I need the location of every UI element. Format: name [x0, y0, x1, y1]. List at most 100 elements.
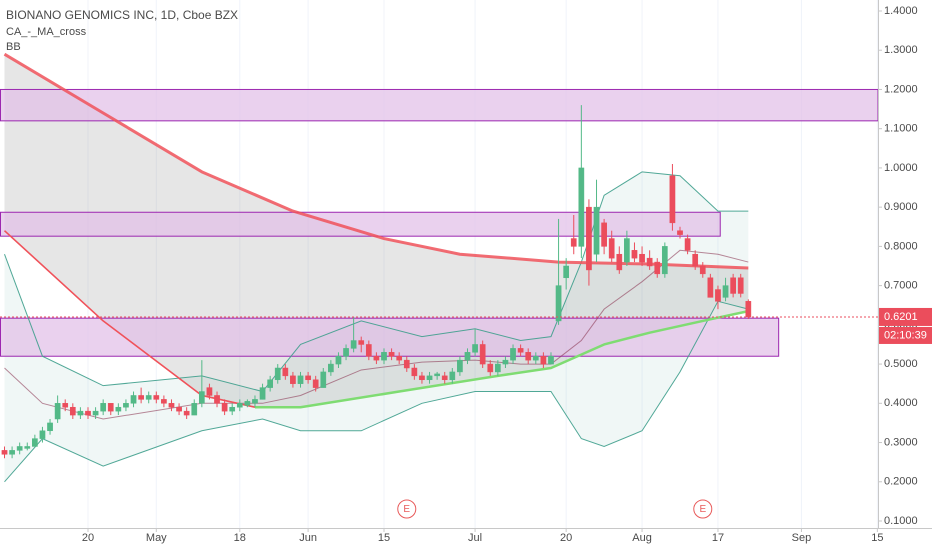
candle-body: [365, 344, 372, 357]
candle-body: [274, 367, 281, 381]
candle-body: [373, 355, 380, 361]
indicator-label: CA_-_MA_cross: [6, 26, 87, 38]
candle-body: [297, 375, 304, 384]
event-label: E: [699, 504, 706, 515]
last-price-label: 0.6201: [884, 311, 918, 323]
x-tick-label: 17: [712, 532, 724, 544]
candle-body: [669, 175, 676, 224]
candle-body: [100, 403, 107, 412]
candle-body: [176, 406, 182, 412]
zone: [0, 317, 780, 357]
candle-body: [487, 363, 494, 373]
y-tick-label: 0.4000: [884, 397, 918, 409]
chart-title: BIONANO GENOMICS INC, 1D, Cboe BZX: [6, 8, 238, 22]
x-tick-label: 15: [378, 532, 390, 544]
candle-body: [381, 352, 387, 361]
candle-body: [722, 285, 729, 298]
x-tick-label: 20: [560, 532, 572, 544]
candle-body: [290, 375, 296, 384]
y-tick-label: 1.3000: [884, 44, 918, 56]
candle-body: [624, 238, 630, 263]
candle-body: [601, 222, 607, 247]
y-tick-label: 0.1000: [884, 515, 918, 527]
candle-body: [1, 450, 8, 455]
candle-body: [388, 352, 395, 357]
candle-body: [563, 265, 570, 279]
candle-body: [730, 277, 736, 294]
candle-body: [419, 375, 425, 381]
candle-body: [9, 450, 15, 455]
candle-body: [502, 359, 509, 365]
candle-body: [206, 387, 213, 396]
candle-body: [123, 403, 129, 408]
candle-body: [578, 167, 585, 247]
candle-body: [191, 403, 198, 416]
y-tick-label: 0.3000: [884, 436, 918, 448]
candle-body: [54, 403, 61, 420]
countdown-label: 02:10:39: [884, 329, 927, 341]
candle-body: [343, 348, 349, 357]
y-tick-label: 1.4000: [884, 5, 918, 17]
candle-body: [252, 399, 258, 404]
x-tick-label: Sep: [792, 532, 812, 544]
candle-body: [267, 379, 273, 388]
candle-body: [464, 352, 471, 361]
x-tick-label: 20: [82, 532, 94, 544]
candle-body: [548, 355, 554, 365]
x-tick-label: May: [146, 532, 167, 544]
event-marker: [693, 499, 713, 519]
candle-body: [715, 289, 721, 302]
candle-body: [39, 430, 46, 439]
candle-body: [570, 238, 577, 247]
candle-body: [654, 261, 661, 275]
candle-body: [214, 395, 220, 404]
candle-body: [510, 348, 516, 361]
candle-body: [107, 403, 114, 412]
candle-body: [229, 406, 236, 412]
candle-body: [555, 285, 562, 322]
candle-body: [130, 395, 137, 404]
candle-body: [411, 367, 418, 377]
y-tick-label: 0.2000: [884, 476, 918, 488]
candle-body: [441, 375, 448, 381]
y-tick-label: 1.0000: [884, 162, 918, 174]
candle-body: [616, 253, 623, 271]
candle-body: [586, 206, 592, 271]
event-label: E: [403, 504, 410, 515]
candle-body: [16, 446, 23, 451]
event-marker: [397, 499, 417, 519]
candle-body: [677, 230, 683, 235]
candle-body: [350, 340, 357, 349]
candle-body: [745, 301, 752, 318]
candle-body: [168, 403, 175, 408]
candle-body: [593, 206, 600, 255]
candle-body: [608, 238, 615, 259]
candle-body: [707, 277, 714, 298]
countdown-box: [879, 326, 932, 344]
candle-body: [639, 253, 645, 263]
candle-body: [145, 395, 152, 400]
candle-body: [47, 422, 53, 432]
candle-body: [661, 246, 668, 275]
candle-body: [328, 363, 334, 373]
candle-body: [153, 395, 160, 400]
candle-body: [646, 257, 653, 267]
candle-body: [77, 410, 84, 416]
candle-body: [236, 403, 243, 408]
candle-body: [540, 355, 547, 365]
zone: [0, 211, 721, 237]
candle-body: [183, 410, 190, 416]
last-price-box: [879, 307, 932, 326]
candle-body: [457, 359, 463, 373]
y-tick-label: 0.9000: [884, 201, 918, 213]
candle-body: [699, 265, 706, 275]
candle-body: [403, 359, 410, 369]
bb-lower: [4, 300, 749, 483]
candle-body: [525, 352, 532, 361]
candle-body: [449, 371, 456, 381]
indicator-label: BB: [6, 41, 21, 53]
candle-body: [312, 379, 319, 388]
candle-body: [24, 446, 31, 449]
candle-body: [32, 438, 38, 447]
